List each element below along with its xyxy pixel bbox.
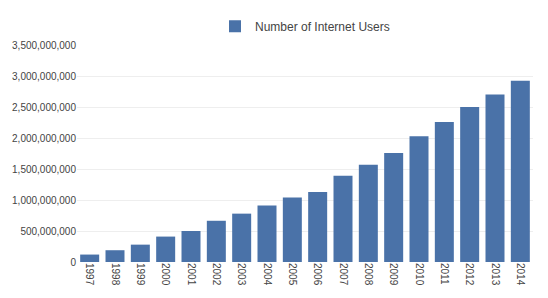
svg-text:1998: 1998 — [110, 263, 121, 286]
svg-text:Number of Internet Users: Number of Internet Users — [255, 20, 390, 34]
svg-text:0: 0 — [70, 257, 76, 268]
svg-text:2010: 2010 — [414, 263, 425, 286]
svg-text:2012: 2012 — [464, 263, 475, 286]
svg-text:1999: 1999 — [135, 263, 146, 286]
svg-text:3,500,000,000: 3,500,000,000 — [12, 40, 76, 51]
svg-text:2007: 2007 — [338, 263, 349, 286]
svg-text:2009: 2009 — [388, 263, 399, 286]
svg-text:1997: 1997 — [84, 263, 95, 286]
svg-text:2013: 2013 — [490, 263, 501, 286]
svg-text:3,000,000,000: 3,000,000,000 — [12, 71, 76, 82]
svg-text:2014: 2014 — [515, 263, 526, 286]
svg-text:1,500,000,000: 1,500,000,000 — [12, 164, 76, 175]
svg-text:2000: 2000 — [160, 263, 171, 286]
svg-text:2001: 2001 — [186, 263, 197, 286]
svg-text:500,000,000: 500,000,000 — [20, 226, 76, 237]
svg-text:2008: 2008 — [363, 263, 374, 286]
svg-text:2,000,000,000: 2,000,000,000 — [12, 133, 76, 144]
svg-text:2011: 2011 — [439, 263, 450, 285]
svg-text:2005: 2005 — [287, 263, 298, 286]
svg-text:2003: 2003 — [236, 263, 247, 286]
svg-text:2006: 2006 — [312, 263, 323, 286]
svg-text:2002: 2002 — [211, 263, 222, 286]
svg-text:1,000,000,000: 1,000,000,000 — [12, 195, 76, 206]
svg-text:2,500,000,000: 2,500,000,000 — [12, 102, 76, 113]
svg-text:2004: 2004 — [262, 263, 273, 286]
